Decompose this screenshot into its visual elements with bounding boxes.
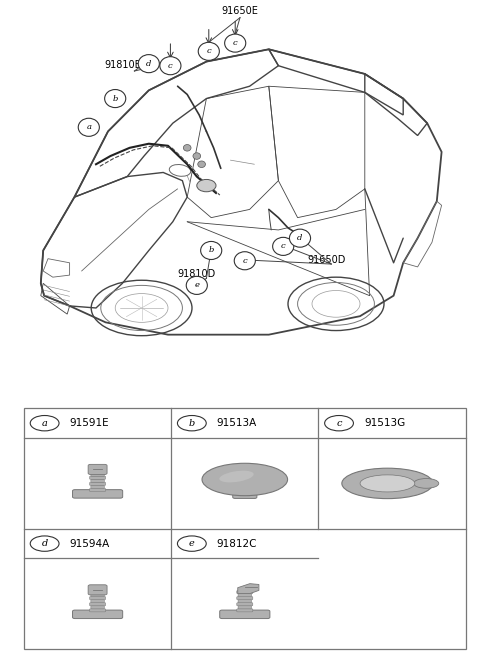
Text: c: c (242, 257, 247, 265)
Circle shape (289, 229, 311, 247)
FancyBboxPatch shape (91, 593, 104, 597)
Circle shape (178, 415, 206, 431)
Ellipse shape (219, 470, 254, 482)
Circle shape (198, 42, 219, 60)
Circle shape (193, 153, 201, 160)
FancyBboxPatch shape (90, 609, 106, 612)
Text: a: a (86, 124, 91, 131)
Text: c: c (206, 47, 211, 55)
Circle shape (178, 536, 206, 551)
Text: c: c (168, 62, 173, 70)
FancyBboxPatch shape (238, 600, 252, 602)
Text: b: b (112, 95, 118, 102)
Text: 91594A: 91594A (70, 539, 110, 549)
FancyBboxPatch shape (90, 488, 106, 491)
Text: 91513G: 91513G (364, 419, 405, 428)
Circle shape (183, 145, 191, 151)
FancyBboxPatch shape (72, 489, 123, 498)
FancyBboxPatch shape (220, 610, 270, 619)
Circle shape (201, 242, 222, 260)
Text: 91812C: 91812C (217, 539, 257, 549)
Text: c: c (336, 419, 342, 428)
Circle shape (324, 415, 353, 431)
FancyBboxPatch shape (91, 479, 104, 482)
FancyBboxPatch shape (238, 593, 252, 597)
Text: 91650E: 91650E (222, 7, 258, 16)
FancyBboxPatch shape (90, 597, 106, 600)
FancyBboxPatch shape (91, 600, 104, 602)
Text: a: a (42, 419, 48, 428)
FancyBboxPatch shape (91, 606, 104, 609)
FancyBboxPatch shape (90, 482, 106, 486)
FancyBboxPatch shape (238, 606, 252, 609)
Polygon shape (238, 583, 259, 594)
Ellipse shape (202, 463, 288, 495)
Text: c: c (233, 39, 238, 47)
FancyBboxPatch shape (90, 470, 106, 473)
FancyBboxPatch shape (237, 597, 253, 600)
Text: d: d (41, 539, 48, 548)
Text: e: e (189, 539, 195, 548)
Text: 91513A: 91513A (217, 419, 257, 428)
FancyBboxPatch shape (237, 602, 253, 606)
Text: b: b (208, 246, 214, 254)
Circle shape (78, 118, 99, 137)
FancyBboxPatch shape (88, 464, 107, 474)
Circle shape (273, 237, 294, 256)
Text: b: b (189, 419, 195, 428)
Text: 91591E: 91591E (70, 419, 109, 428)
Text: d: d (146, 60, 152, 68)
Text: 91810E: 91810E (104, 60, 141, 70)
Circle shape (30, 415, 59, 431)
Circle shape (138, 55, 159, 73)
Text: d: d (297, 234, 303, 242)
Ellipse shape (342, 468, 433, 499)
Circle shape (186, 277, 207, 294)
FancyBboxPatch shape (237, 609, 253, 612)
Circle shape (105, 89, 126, 108)
Text: e: e (194, 281, 199, 289)
FancyBboxPatch shape (90, 602, 106, 606)
FancyBboxPatch shape (72, 610, 123, 619)
Circle shape (198, 161, 205, 168)
Text: 91810D: 91810D (178, 269, 216, 279)
Circle shape (160, 57, 181, 75)
FancyBboxPatch shape (237, 591, 253, 593)
Circle shape (234, 252, 255, 270)
Circle shape (225, 34, 246, 52)
Text: 91650D: 91650D (307, 255, 346, 265)
Text: c: c (281, 242, 286, 250)
FancyBboxPatch shape (91, 486, 104, 488)
FancyBboxPatch shape (90, 476, 106, 479)
Ellipse shape (197, 179, 216, 192)
Ellipse shape (360, 475, 415, 492)
FancyBboxPatch shape (90, 591, 106, 593)
Ellipse shape (414, 478, 439, 488)
FancyBboxPatch shape (88, 585, 107, 595)
Circle shape (30, 536, 59, 551)
FancyBboxPatch shape (91, 473, 104, 476)
FancyBboxPatch shape (233, 480, 257, 499)
